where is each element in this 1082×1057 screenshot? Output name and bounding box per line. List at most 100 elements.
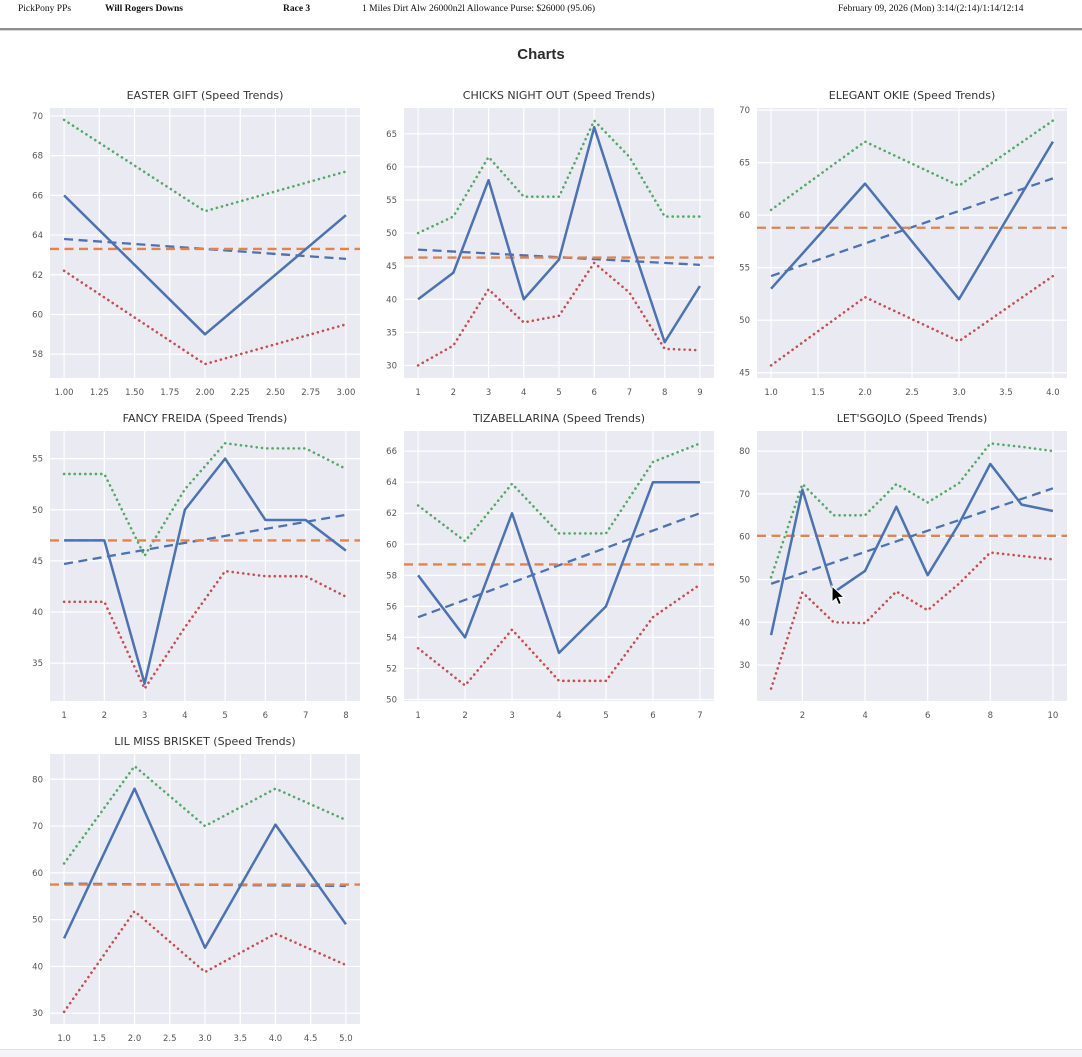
chart-canvas: EASTER GIFT (Speed Trends) 1.00 1.25 1.50 1.… bbox=[32, 89, 360, 398]
x-axis-tick-label: 3 bbox=[486, 388, 491, 398]
x-axis-tick-label: 4 bbox=[556, 711, 561, 721]
speed-trend-chart: ELEGANT OKIE (Speed Trends) 1.0 1.5 2.0 2.5 3… bbox=[721, 86, 1069, 400]
y-axis-tick-label: 70 bbox=[739, 490, 750, 500]
x-axis-tick-label: 2.75 bbox=[301, 388, 320, 398]
x-axis-tick-label: 2.0 bbox=[858, 388, 872, 398]
x-axis-tick-label: 4 bbox=[182, 711, 187, 721]
trend-line bbox=[418, 248, 700, 266]
speed-line bbox=[417, 480, 700, 655]
plot-area bbox=[50, 431, 360, 701]
speed-line bbox=[62, 787, 347, 949]
track-name: Will Rogers Downs bbox=[105, 4, 183, 14]
lower_band-line bbox=[62, 269, 348, 366]
x-axis-tick-label: 7 bbox=[697, 711, 702, 721]
trend-line bbox=[770, 177, 1054, 278]
speed-line bbox=[769, 462, 1054, 636]
y-axis-tick-label: 60 bbox=[739, 533, 750, 543]
x-axis-tick-label: 4.0 bbox=[1046, 388, 1060, 398]
y-axis-tick-label: 58 bbox=[32, 350, 43, 360]
x-axis-tick-label: 6 bbox=[263, 711, 268, 721]
chart-title: CHICKS NIGHT OUT (Speed Trends) bbox=[463, 89, 655, 102]
x-axis-tick-label: 8 bbox=[988, 711, 993, 721]
x-axis-tick-label: 2 bbox=[462, 711, 467, 721]
x-axis-tick-label: 3 bbox=[509, 711, 514, 721]
race-datetime: February 09, 2026 (Mon) 3:14/(2:14)/1:14… bbox=[838, 4, 1024, 14]
x-axis-tick-label: 2.25 bbox=[231, 388, 250, 398]
y-axis-tick-label: 65 bbox=[386, 130, 397, 140]
y-axis-tick-label: 45 bbox=[32, 557, 43, 567]
y-axis-tick-label: 40 bbox=[386, 295, 397, 305]
x-axis-tick-label: 1.5 bbox=[811, 388, 825, 398]
speed-line bbox=[770, 140, 1054, 301]
y-axis-tick-label: 62 bbox=[386, 509, 397, 519]
y-axis-tick-label: 45 bbox=[386, 262, 397, 272]
upper_band-line bbox=[416, 119, 702, 235]
y-axis-tick-label: 30 bbox=[32, 1009, 43, 1019]
chart-title: TIZABELLARINA (Speed Trends) bbox=[472, 412, 645, 425]
x-axis-tick-label: 1.00 bbox=[55, 388, 74, 398]
page-title: Charts bbox=[517, 46, 565, 63]
x-axis-tick-label: 5 bbox=[603, 711, 608, 721]
x-axis-tick-label: 2.0 bbox=[128, 1034, 142, 1044]
x-axis-tick-label: 1 bbox=[61, 711, 66, 721]
x-axis-tick-label: 1.5 bbox=[93, 1034, 107, 1044]
chart-title: LET'SGOJLO (Speed Trends) bbox=[837, 412, 988, 425]
speed-line bbox=[63, 194, 347, 336]
x-axis-tick-label: 3.00 bbox=[336, 388, 355, 398]
y-axis-tick-label: 40 bbox=[32, 608, 43, 618]
upper_band-line bbox=[62, 764, 348, 865]
y-axis-tick-label: 60 bbox=[739, 211, 750, 221]
lower_band-line bbox=[416, 261, 702, 367]
speed-trend-chart: EASTER GIFT (Speed Trends) 1.00 1.25 1.50 1.… bbox=[14, 86, 362, 400]
y-axis-tick-label: 80 bbox=[739, 447, 750, 457]
x-axis-tick-label: 8 bbox=[662, 388, 667, 398]
x-axis-tick-label: 3 bbox=[142, 711, 147, 721]
y-axis-tick-label: 55 bbox=[386, 196, 397, 206]
x-axis-tick-label: 2.5 bbox=[905, 388, 919, 398]
y-axis-tick-label: 60 bbox=[32, 310, 43, 320]
header-divider bbox=[0, 28, 1082, 31]
x-axis-tick-label: 1.0 bbox=[764, 388, 778, 398]
speed-line bbox=[64, 457, 347, 685]
y-axis-tick-label: 66 bbox=[386, 447, 397, 457]
y-axis-tick-label: 50 bbox=[739, 316, 750, 326]
y-axis-tick-label: 54 bbox=[386, 633, 397, 643]
speed-line bbox=[417, 125, 701, 344]
lower_band-line bbox=[769, 551, 1055, 690]
x-axis-tick-label: 3.0 bbox=[198, 1034, 212, 1044]
x-axis-tick-label: 4 bbox=[862, 711, 867, 721]
x-axis-tick-label: 10 bbox=[1047, 711, 1058, 721]
x-axis-tick-label: 1 bbox=[415, 388, 420, 398]
upper_band-line bbox=[416, 442, 702, 543]
y-axis-tick-label: 35 bbox=[386, 328, 397, 338]
y-axis-tick-label: 50 bbox=[739, 575, 750, 585]
y-axis-tick-label: 30 bbox=[386, 361, 397, 371]
x-axis-tick-label: 6 bbox=[650, 711, 655, 721]
trend-line bbox=[63, 513, 347, 566]
speed-trend-chart: FANCY FREIDA (Speed Trends) 1 2 3 4 5 6 7 8 35 40 4… bbox=[14, 409, 362, 723]
speed-trend-chart: TIZABELLARINA (Speed Trends) 1 2 3 4 5 6 7 50 52 5… bbox=[368, 409, 716, 723]
y-axis-tick-label: 60 bbox=[386, 163, 397, 173]
chart-canvas: CHICKS NIGHT OUT (Speed Trends)1 2 3 4 5 6 7 8 9… bbox=[386, 89, 714, 398]
x-axis-tick-label: 2.00 bbox=[196, 388, 215, 398]
y-axis-tick-label: 52 bbox=[386, 664, 397, 674]
upper_band-line bbox=[62, 441, 348, 558]
y-axis-tick-label: 40 bbox=[739, 618, 750, 628]
x-axis-tick-label: 3.5 bbox=[233, 1034, 247, 1044]
x-axis-tick-label: 1.50 bbox=[125, 388, 144, 398]
mouse-cursor bbox=[831, 585, 846, 606]
y-axis-tick-label: 70 bbox=[32, 112, 43, 122]
chart-canvas: FANCY FREIDA (Speed Trends)1 2 3 4 5 6 7 835404… bbox=[32, 412, 360, 721]
app-name: PickPony PPs bbox=[18, 4, 72, 14]
trend-line bbox=[417, 512, 701, 619]
x-axis-tick-label: 2.5 bbox=[163, 1034, 177, 1044]
x-axis-tick-label: 4 bbox=[521, 388, 526, 398]
x-axis-tick-label: 4.0 bbox=[269, 1034, 283, 1044]
x-axis-tick-label: 2.50 bbox=[266, 388, 285, 398]
y-axis-tick-label: 56 bbox=[386, 602, 397, 612]
y-axis-tick-label: 60 bbox=[386, 540, 397, 550]
next-section-edge bbox=[0, 1049, 1082, 1057]
lower_band-line bbox=[62, 569, 348, 691]
x-axis-tick-label: 5.0 bbox=[339, 1034, 353, 1044]
chart-title: EASTER GIFT (Speed Trends) bbox=[127, 89, 284, 102]
